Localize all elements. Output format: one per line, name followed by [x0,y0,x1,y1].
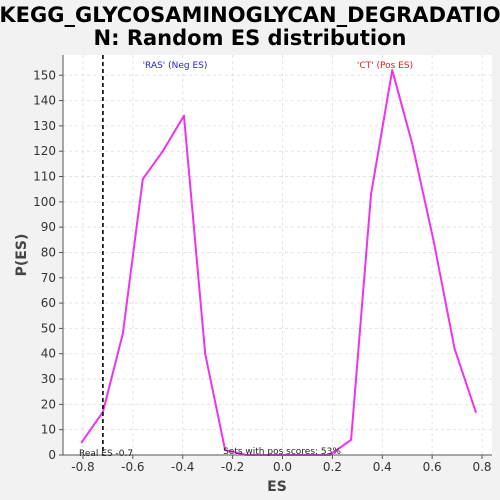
data-point [350,438,353,441]
y-axis-title: P(ES) [14,234,30,277]
y-tick-label: 30 [41,372,56,386]
data-point [453,347,456,350]
y-tick-label: 150 [33,68,56,82]
data-point [391,69,394,72]
data-point [370,193,373,196]
x-tick-label: 0.0 [273,460,292,474]
x-tick-label: -0.8 [71,460,94,474]
x-tick-label: 0.4 [373,460,392,474]
y-tick-label: 140 [33,94,56,108]
y-tick-label: 100 [33,195,56,209]
x-tick-label: -0.6 [121,460,144,474]
x-tick-label: -0.4 [171,460,194,474]
pos-es-label: 'CT' (Pos ES) [357,61,413,71]
axis-ticks: 0 10 20 30 40 50 60 70 80 90 100 110 120 130 140 150 -0.… [33,68,491,474]
y-tick-label: 40 [41,347,56,361]
x-tick-label: 0.2 [323,460,342,474]
real-es-label: Real ES -0.7 [79,449,133,459]
chart-title-line-2: N: Random ES distribution [94,26,407,50]
x-tick-label: -0.2 [221,460,244,474]
data-point [141,178,144,181]
data-point [121,332,124,335]
y-tick-label: 50 [41,321,56,335]
y-tick-label: 110 [33,170,56,184]
data-point [80,441,83,444]
y-tick-label: 80 [41,245,56,259]
y-tick-label: 130 [33,119,56,133]
chart-title-line-1: KEGG_GLYCOSAMINOGLYCAN_DEGRADATIO [0,3,500,27]
data-point [474,410,477,413]
x-tick-label: 0.6 [423,460,442,474]
x-axis-title: ES [267,479,287,495]
y-tick-label: 10 [41,423,56,437]
y-tick-label: 90 [41,220,56,234]
data-point [182,114,185,117]
data-point [411,142,414,145]
data-point [224,448,227,451]
neg-es-label: 'RAS' (Neg ES) [143,61,208,71]
data-point [161,150,164,153]
y-tick-label: 20 [41,397,56,411]
y-tick-label: 120 [33,144,56,158]
y-tick-label: 70 [41,271,56,285]
y-tick-label: 0 [48,448,56,462]
data-point [204,352,207,355]
sets-with-pos-scores-label: Sets with pos scores: 53% [223,447,341,457]
y-tick-label: 60 [41,296,56,310]
data-point [432,238,435,241]
x-tick-label: 0.8 [472,460,491,474]
plot-area [63,55,492,455]
